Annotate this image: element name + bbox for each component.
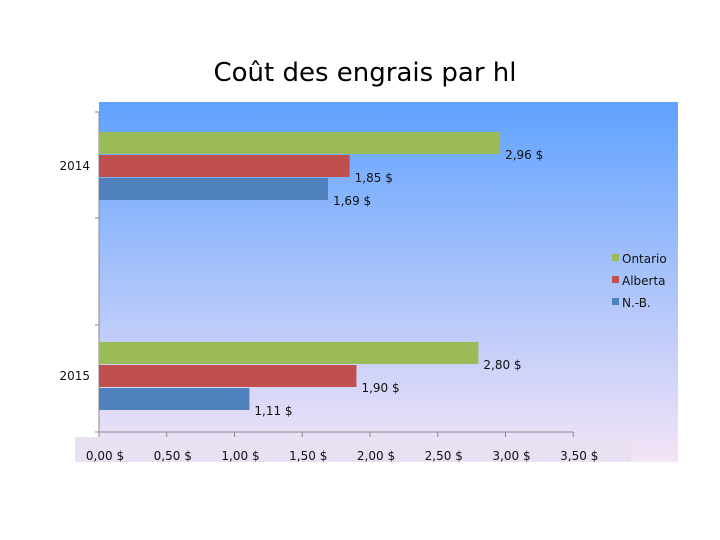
x-tick-label: 2,50 $ [425,449,463,463]
legend-label: N.-B. [622,296,651,310]
category-label: 2014 [59,159,90,173]
data-label: 1,69 $ [333,194,371,208]
category-label: 2015 [59,369,90,383]
bar-alberta-2015 [99,365,357,387]
x-tick-label: 3,50 $ [560,449,598,463]
bar-nb-2014 [99,178,328,200]
x-tick-label: 2,00 $ [357,449,395,463]
tick-label-band [75,437,631,462]
x-tick-label: 0,50 $ [154,449,192,463]
chart-title: Coût des engrais par hl [213,58,517,88]
data-label: 2,80 $ [483,358,521,372]
x-tick-label: 3,00 $ [492,449,530,463]
bar-ontario-2014 [99,132,501,154]
data-label: 1,85 $ [355,171,393,185]
legend-swatch [612,298,619,305]
legend-swatch [612,254,619,261]
legend-swatch [612,276,619,283]
x-tick-label: 1,50 $ [289,449,327,463]
x-tick-label: 0,00 $ [86,449,124,463]
bar-ontario-2015 [99,342,479,364]
data-label: 1,90 $ [361,381,399,395]
legend-label: Ontario [622,252,667,266]
bar-nb-2015 [99,388,250,410]
legend-label: Alberta [622,274,666,288]
data-label: 1,11 $ [254,404,292,418]
x-tick-label: 1,00 $ [221,449,259,463]
bar-alberta-2014 [99,155,350,177]
data-label: 2,96 $ [505,148,543,162]
